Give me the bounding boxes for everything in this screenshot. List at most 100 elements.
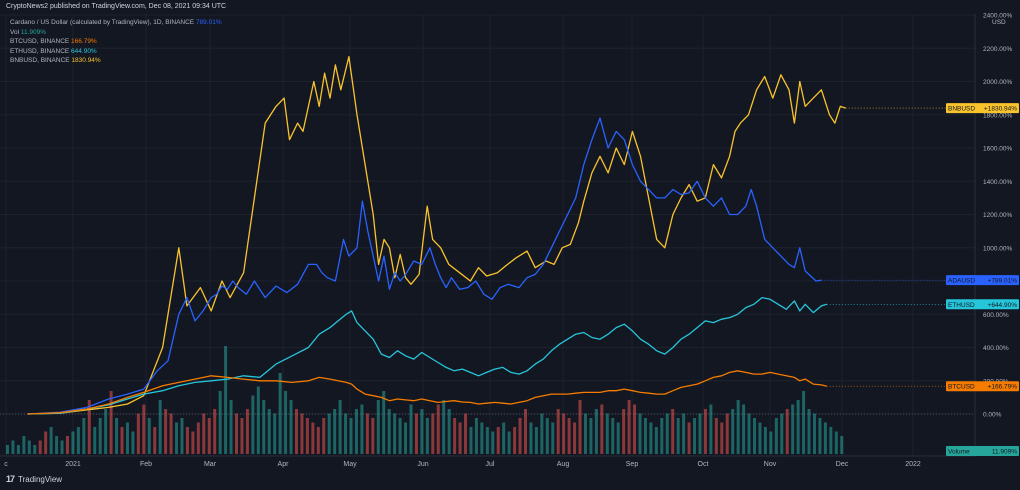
y-tick-label: 1000.00%	[983, 245, 1012, 252]
volume-bar	[769, 431, 773, 454]
volume-bar	[6, 445, 9, 454]
volume-bar	[338, 400, 342, 454]
volume-bar	[125, 422, 129, 454]
y-tick-label: 1800.00%	[983, 112, 1012, 119]
brand-name[interactable]: TradingView	[18, 474, 63, 484]
volume-bar	[120, 427, 124, 454]
volume-bar	[671, 409, 675, 454]
volume-bar	[218, 391, 222, 454]
volume-bar	[518, 418, 522, 454]
volume-bar	[398, 418, 402, 454]
volume-bar	[278, 373, 282, 454]
volume-bar	[87, 400, 91, 454]
volume-bar	[273, 413, 277, 454]
legend-item-bnb[interactable]: BNBUSD, BINANCE 1830.94%	[10, 57, 101, 65]
price-tag-name: Volume	[948, 449, 970, 456]
x-tick-label: Mar	[204, 461, 217, 468]
volume-bar	[758, 422, 762, 454]
volume-bar	[807, 409, 811, 454]
x-tick-label: Jun	[417, 461, 428, 468]
volume-bar	[507, 431, 511, 454]
volume-bar	[322, 418, 326, 454]
volume-bar	[262, 400, 266, 454]
x-tick-label: May	[343, 461, 357, 468]
volume-bar	[469, 427, 473, 454]
volume-bar	[436, 404, 440, 454]
y-tick-label: 600.00%	[983, 312, 1009, 319]
volume-bar	[709, 404, 713, 454]
volume-bar	[780, 413, 784, 454]
legend-value-btc: 166.79%	[71, 38, 97, 46]
volume-bar	[731, 409, 735, 454]
legend-value-vol: 11.909%	[20, 28, 47, 36]
volume-bar	[763, 427, 767, 454]
tradingview-logo-icon[interactable]: 17	[6, 474, 15, 484]
price-tag-value: +1830.94%	[984, 106, 1017, 113]
plot-area	[0, 14, 975, 456]
footer: 17 TradingView	[6, 472, 62, 486]
volume-bar	[649, 422, 653, 454]
volume-bar	[480, 422, 484, 454]
volume-bar	[191, 431, 195, 454]
volume-bar	[371, 418, 375, 454]
volume-bar	[382, 391, 386, 454]
volume-bar	[714, 418, 718, 454]
x-tick-label: 2022	[905, 461, 921, 468]
volume-bar	[447, 409, 451, 454]
price-tag-name: BNBUSD	[948, 106, 975, 113]
volume-bar	[523, 409, 527, 454]
legend-item-ada[interactable]: Cardano / US Dollar (calculated by Tradi…	[10, 19, 222, 26]
y-tick-label: 400.00%	[983, 345, 1009, 352]
volume-bar	[175, 422, 179, 454]
volume-bar	[474, 418, 478, 454]
volume-bar	[513, 427, 517, 454]
volume-bar	[11, 440, 15, 454]
series-line-ethusd	[27, 296, 827, 415]
volume-bar	[49, 427, 53, 454]
volume-bar	[235, 413, 239, 454]
volume-bar	[333, 409, 337, 454]
volume-bar	[736, 400, 740, 454]
x-tick-label: Feb	[140, 461, 152, 468]
x-tick-label: Apr	[278, 461, 290, 468]
y-unit-label: USD	[992, 19, 1006, 26]
volume-bar	[104, 409, 108, 454]
volume-bar	[665, 413, 669, 454]
legend-item-eth[interactable]: ETHUSD, BINANCE 644.90%	[10, 47, 97, 55]
volume-bar	[496, 427, 500, 454]
volume-bar	[196, 422, 200, 454]
volume-bar	[643, 418, 647, 454]
volume-bar	[376, 400, 380, 454]
y-tick-label: 1200.00%	[983, 212, 1012, 219]
volume-bar	[16, 445, 20, 454]
price-tag-value: +789.01%	[988, 278, 1018, 285]
volume-bar	[245, 409, 249, 454]
volume-bar	[583, 413, 587, 454]
volume-bar	[360, 404, 364, 454]
volume-bar	[753, 418, 757, 454]
volume-bar	[55, 436, 59, 454]
x-tick-label: Dec	[836, 461, 849, 468]
volume-bar	[344, 413, 348, 454]
y-tick-label: 2400.00%	[983, 13, 1012, 20]
volume-bar	[818, 418, 822, 454]
volume-bar	[240, 418, 244, 454]
legend-item-vol[interactable]: Vol 11.909%	[10, 28, 47, 36]
legend-item-btc[interactable]: BTCUSD, BINANCE 166.79%	[10, 38, 97, 46]
volume-bar	[802, 391, 806, 454]
x-tick-label: Aug	[557, 461, 570, 468]
volume-bar	[464, 413, 468, 454]
volume-bar	[414, 413, 418, 454]
volume-bar	[98, 418, 102, 454]
volume-bar	[562, 413, 566, 454]
volume-bar	[747, 413, 751, 454]
legend-value-bnb: 1830.94%	[71, 57, 101, 65]
volume-bar	[300, 413, 304, 454]
y-tick-label: 0.00%	[983, 412, 1002, 419]
volume-bar	[545, 418, 549, 454]
volume-bar	[76, 427, 80, 454]
volume-bar	[33, 445, 37, 454]
volume-bar	[453, 418, 457, 454]
volume-bar	[785, 409, 789, 454]
